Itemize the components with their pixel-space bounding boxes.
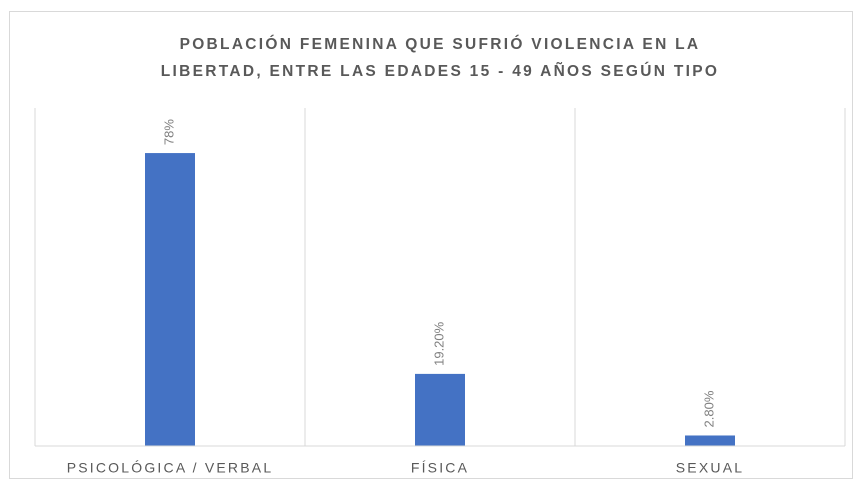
- value-label: 78%: [161, 119, 176, 145]
- chart-title: LIBERTAD, ENTRE LAS EDADES 15 - 49 AÑOS …: [161, 62, 720, 80]
- chart-title: POBLACIÓN FEMENINA QUE SUFRIÓ VIOLENCIA …: [180, 35, 701, 53]
- bar: [685, 435, 735, 446]
- value-label: 2.80%: [701, 390, 716, 427]
- x-tick-label: SEXUAL: [676, 460, 744, 476]
- bar: [145, 153, 195, 447]
- bar: [415, 373, 465, 446]
- value-label: 19.20%: [431, 321, 446, 366]
- x-tick-label: PSICOLÓGICA / VERBAL: [67, 460, 274, 476]
- x-tick-label: FÍSICA: [411, 460, 469, 476]
